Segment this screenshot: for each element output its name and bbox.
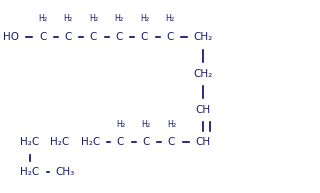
Text: H₂C: H₂C xyxy=(51,137,70,147)
Text: H₂C: H₂C xyxy=(20,137,39,147)
Text: C: C xyxy=(168,137,175,147)
Text: H₂: H₂ xyxy=(140,14,149,23)
Text: C: C xyxy=(117,137,124,147)
Text: H₂: H₂ xyxy=(89,14,98,23)
Text: CH₂: CH₂ xyxy=(194,32,213,42)
Text: C: C xyxy=(142,137,150,147)
Text: H₂: H₂ xyxy=(63,14,73,23)
Text: C: C xyxy=(90,32,97,42)
Text: CH: CH xyxy=(196,105,211,115)
Text: H₂: H₂ xyxy=(114,14,124,23)
Text: H₂C: H₂C xyxy=(81,137,100,147)
Text: H₂: H₂ xyxy=(38,14,47,23)
Text: CH₂: CH₂ xyxy=(194,69,213,79)
Text: H₂C: H₂C xyxy=(20,167,39,177)
Text: C: C xyxy=(64,32,72,42)
Text: H₂: H₂ xyxy=(116,120,125,129)
Text: H₂: H₂ xyxy=(167,120,176,129)
Text: C: C xyxy=(166,32,173,42)
Text: CH₃: CH₃ xyxy=(55,167,75,177)
Text: CH: CH xyxy=(196,137,211,147)
Text: C: C xyxy=(39,32,46,42)
Text: C: C xyxy=(115,32,123,42)
Text: H₂: H₂ xyxy=(165,14,174,23)
Text: HO: HO xyxy=(3,32,19,42)
Text: H₂: H₂ xyxy=(141,120,150,129)
Text: C: C xyxy=(141,32,148,42)
